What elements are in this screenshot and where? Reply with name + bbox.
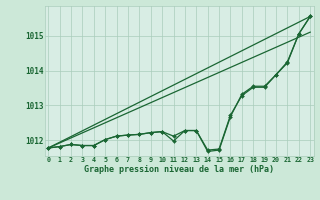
X-axis label: Graphe pression niveau de la mer (hPa): Graphe pression niveau de la mer (hPa) xyxy=(84,165,274,174)
